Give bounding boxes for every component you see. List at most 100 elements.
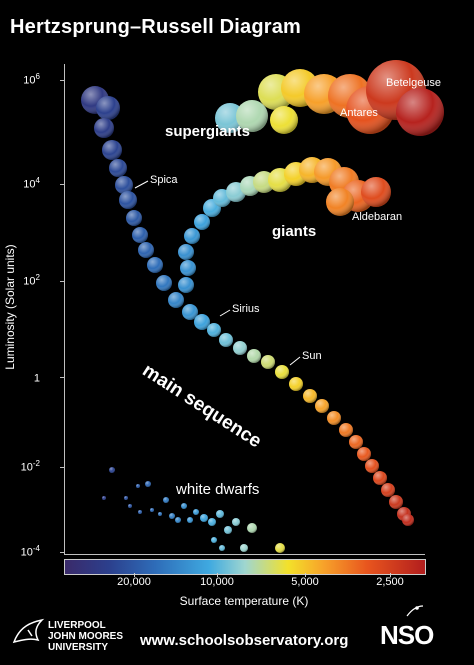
x-tick-mark xyxy=(305,573,306,577)
star-dot-shade xyxy=(136,484,140,488)
x-tick-2500: 2,500 xyxy=(376,576,404,588)
liver-bird-icon xyxy=(12,618,45,644)
label-sun: Sun xyxy=(302,350,322,362)
diagram-title: Hertzsprung–Russell Diagram xyxy=(10,16,302,38)
star-dot-shade xyxy=(102,140,122,160)
star-dot-shade xyxy=(389,495,403,509)
star-dot-shade xyxy=(224,526,232,534)
star-dot-shade xyxy=(396,88,444,136)
star-icon xyxy=(406,605,424,617)
star-dot-shade xyxy=(200,514,208,522)
star-dot-shade xyxy=(219,545,225,551)
x-tick-5000: 5,000 xyxy=(291,576,319,588)
y-tick-1e6: 106 xyxy=(23,72,40,87)
star-dot-shade xyxy=(96,96,120,120)
star-dot-shade xyxy=(109,467,115,473)
star-dot-shade xyxy=(236,100,268,132)
star-dot-shade xyxy=(194,314,210,330)
star-dot-shade xyxy=(138,242,154,258)
y-tick-mark xyxy=(60,552,64,553)
y-tick-mark xyxy=(60,467,64,468)
star-dot-shade xyxy=(207,323,221,337)
star-dot-shade xyxy=(365,459,379,473)
label-giants: giants xyxy=(272,223,317,240)
x-tick-mark xyxy=(217,573,218,577)
star-dot-shade xyxy=(402,514,414,526)
y-tick-mark xyxy=(60,377,64,378)
star-dot-shade xyxy=(326,188,354,216)
label-betelgeuse: Betelgeuse xyxy=(386,77,442,89)
star-dot-shade xyxy=(233,341,247,355)
star-dot-shade xyxy=(240,544,248,552)
nso-logo: NSO xyxy=(380,620,434,650)
star-dot-shade xyxy=(182,304,198,320)
star-dot-shade xyxy=(303,389,317,403)
star-dot-shade xyxy=(163,497,169,503)
star-dot-shade xyxy=(275,365,289,379)
star-dot-shade xyxy=(211,537,217,543)
star-dot-shade xyxy=(247,523,257,533)
star-dot-shade xyxy=(381,483,395,497)
label-supergiants: supergiants xyxy=(165,123,251,140)
x-axis-label: Surface temperature (K) xyxy=(179,594,309,608)
star-dot-shade xyxy=(102,496,106,500)
y-tick-1e-4: 10-4 xyxy=(20,544,40,559)
star-dot-shade xyxy=(132,227,148,243)
star-dot-shade xyxy=(178,244,194,260)
star-dot-shade xyxy=(261,355,275,369)
star-dot-shade xyxy=(194,214,210,230)
y-tick-1e-2: 10-2 xyxy=(20,459,40,474)
y-tick-mark xyxy=(60,281,64,282)
star-dot-shade xyxy=(115,176,133,194)
label-aldebaran: Aldebaran xyxy=(352,211,403,223)
star-dot-shade xyxy=(187,517,193,523)
x-tick-10000: 10,000 xyxy=(200,576,234,588)
website-link[interactable]: www.schoolsobservatory.org xyxy=(140,632,349,649)
star-dot-shade xyxy=(270,106,298,134)
star-dot-shade xyxy=(180,260,196,276)
label-sirius: Sirius xyxy=(232,303,260,315)
star-dot-shade xyxy=(178,277,194,293)
star-dot-shade xyxy=(169,513,175,519)
star-dot-shade xyxy=(150,508,154,512)
label-white-dwarfs: white dwarfs xyxy=(176,481,260,498)
y-tick-1e2: 102 xyxy=(23,273,40,288)
y-tick-mark xyxy=(60,184,64,185)
star-dot-shade xyxy=(232,518,240,526)
star-dot-shade xyxy=(361,177,391,207)
star-dot-shade xyxy=(168,292,184,308)
star-dot-shade xyxy=(275,543,285,553)
star-dot-shade xyxy=(184,228,200,244)
star-dot-shade xyxy=(315,399,329,413)
plot-area xyxy=(64,64,425,555)
star-dot-shade xyxy=(357,447,371,461)
star-dot-shade xyxy=(349,435,363,449)
star-dot-shade xyxy=(208,518,216,526)
y-tick-mark xyxy=(60,80,64,81)
y-tick-1: 1 xyxy=(33,372,40,385)
x-tick-mark xyxy=(134,573,135,577)
star-dot-shade xyxy=(216,510,224,518)
star-dot-shade xyxy=(145,481,151,487)
star-dot-shade xyxy=(219,333,233,347)
star-dot-shade xyxy=(126,210,142,226)
y-tick-1e4: 104 xyxy=(23,176,40,191)
star-dot-shade xyxy=(94,118,114,138)
star-dot-shade xyxy=(158,512,162,516)
label-antares: Antares xyxy=(340,107,378,119)
label-spica: Spica xyxy=(150,174,178,186)
star-dot-shade xyxy=(247,349,261,363)
star-dot-shade xyxy=(109,159,127,177)
x-tick-20000: 20,000 xyxy=(117,576,151,588)
star-dot-shade xyxy=(181,503,187,509)
star-dot-shade xyxy=(138,510,142,514)
star-dot-shade xyxy=(128,504,132,508)
star-dot-shade xyxy=(119,191,137,209)
star-dot-shade xyxy=(289,377,303,391)
star-dot-shade xyxy=(175,517,181,523)
star-dot-shade xyxy=(156,275,172,291)
x-tick-mark xyxy=(390,573,391,577)
ljmu-logo: LIVERPOOL JOHN MOORES UNIVERSITY xyxy=(48,620,124,653)
star-dot-shade xyxy=(147,257,163,273)
